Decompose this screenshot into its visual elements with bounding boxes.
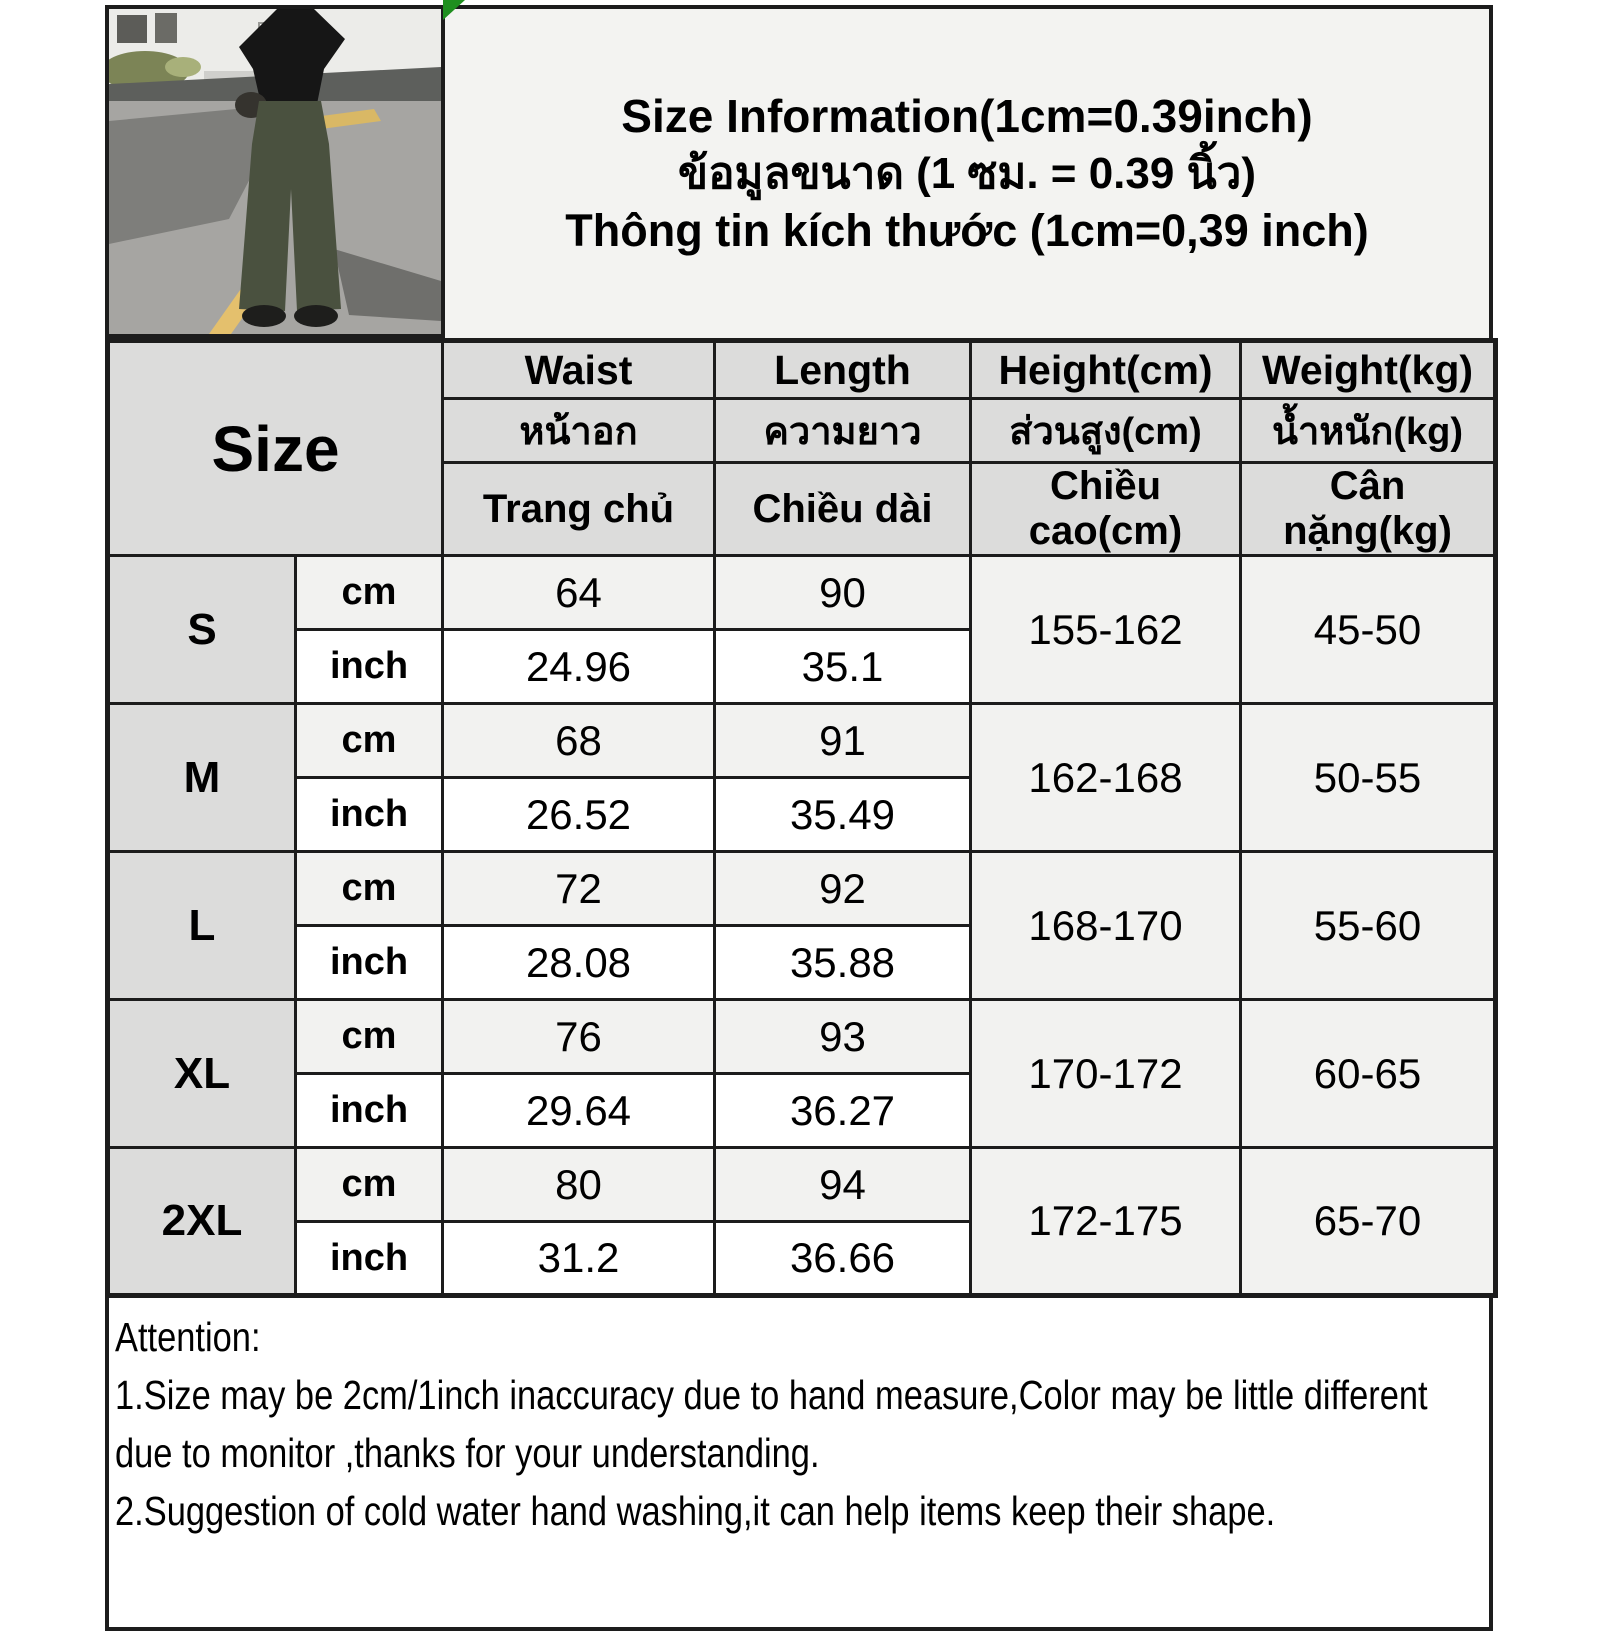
weight-range: 65-70 xyxy=(1239,1146,1497,1297)
size-chart-sheet: Size Information(1cm=0.39inch) ข้อมูลขนา… xyxy=(105,0,1498,1631)
col-header-length-vi: Chiều dài xyxy=(713,461,972,557)
length-cm-value: 94 xyxy=(713,1146,972,1223)
height-range: 170-172 xyxy=(969,998,1242,1149)
length-inch-value: 35.49 xyxy=(713,776,972,853)
col-header-length-th: ความยาว xyxy=(713,397,972,464)
table-row: inch 28.08 35.88 xyxy=(108,924,1496,1001)
table-row: M cm 68 91 162-168 50-55 xyxy=(106,702,1497,853)
col-header-weight-th: น้ำหนัก(kg) xyxy=(1239,397,1497,464)
waist-inch-value: 29.64 xyxy=(441,1072,716,1149)
weight-range: 60-65 xyxy=(1239,998,1497,1149)
col-header-height-en: Height(cm) xyxy=(969,339,1242,400)
length-inch-value: 36.27 xyxy=(713,1072,972,1149)
size-label-2xl: 2XL xyxy=(106,1146,297,1297)
col-header-length-en: Length xyxy=(713,339,972,400)
waist-cm-value: 80 xyxy=(441,1146,716,1223)
size-label-m: M xyxy=(106,702,297,853)
unit-label-cm: cm xyxy=(294,998,444,1075)
weight-range: 50-55 xyxy=(1239,702,1497,853)
attention-item-2: 2.Suggestion of cold water hand washing,… xyxy=(115,1488,1276,1534)
table-row: inch 26.52 35.49 xyxy=(108,776,1496,853)
top-band: Size Information(1cm=0.39inch) ข้อมูลขนา… xyxy=(105,0,1493,338)
unit-label-inch: inch xyxy=(294,776,444,853)
model-shoe xyxy=(242,305,286,327)
product-photo-image xyxy=(109,9,441,334)
table-row: inch 31.2 36.66 xyxy=(108,1220,1496,1297)
length-inch-value: 35.88 xyxy=(713,924,972,1001)
col-header-height-th: ส่วนสูง(cm) xyxy=(969,397,1242,464)
length-inch-value: 35.1 xyxy=(713,628,972,705)
length-cm-value: 90 xyxy=(713,554,972,631)
title-panel: Size Information(1cm=0.39inch) ข้อมูลขนา… xyxy=(445,5,1493,338)
unit-label-inch: inch xyxy=(294,1220,444,1297)
col-header-weight-vi: Cân nặng(kg) xyxy=(1239,461,1497,557)
weight-range: 45-50 xyxy=(1239,554,1497,705)
unit-label-cm: cm xyxy=(294,1146,444,1223)
model-jeans xyxy=(239,101,341,311)
size-label-l: L xyxy=(106,850,297,1001)
waist-inch-value: 28.08 xyxy=(441,924,716,1001)
unit-label-cm: cm xyxy=(294,554,444,631)
table-row: S cm 64 90 155-162 45-50 xyxy=(106,554,1497,705)
table-row: L cm 72 92 168-170 55-60 xyxy=(106,850,1497,1001)
unit-label-cm: cm xyxy=(294,850,444,927)
size-label-xl: XL xyxy=(106,998,297,1149)
model-shadow xyxy=(334,249,441,321)
road-shadow xyxy=(109,104,289,244)
model-shoe xyxy=(294,305,338,327)
table-row: XL cm 76 93 170-172 60-65 xyxy=(106,998,1497,1149)
col-header-waist-vi: Trang chủ xyxy=(441,461,716,557)
waist-inch-value: 24.96 xyxy=(441,628,716,705)
waist-cm-value: 64 xyxy=(441,554,716,631)
attention-item-1: 1.Size may be 2cm/1inch inaccuracy due t… xyxy=(115,1372,1428,1476)
weight-range: 55-60 xyxy=(1239,850,1497,1001)
unit-label-inch: inch xyxy=(294,1072,444,1149)
length-cm-value: 93 xyxy=(713,998,972,1075)
col-header-waist-en: Waist xyxy=(441,339,716,400)
height-range: 168-170 xyxy=(969,850,1242,1001)
col-header-height-vi: Chiều cao(cm) xyxy=(969,461,1242,557)
title-th: ข้อมูลขนาด (1 ซม. = 0.39 นิ้ว) xyxy=(677,149,1256,198)
bush xyxy=(165,57,201,77)
length-cm-value: 91 xyxy=(713,702,972,779)
table-row: inch 24.96 35.1 xyxy=(108,628,1496,705)
building-window xyxy=(155,13,177,43)
attention-notes: Attention: 1.Size may be 2cm/1inch inacc… xyxy=(105,1294,1493,1631)
height-range: 172-175 xyxy=(969,1146,1242,1297)
unit-label-inch: inch xyxy=(294,924,444,1001)
table-row: 2XL cm 80 94 172-175 65-70 xyxy=(106,1146,1497,1297)
size-table: Size Waist Length Height(cm) Weight(kg) … xyxy=(105,338,1498,1298)
size-label-s: S xyxy=(106,554,297,705)
waist-cm-value: 72 xyxy=(441,850,716,927)
waist-inch-value: 31.2 xyxy=(441,1220,716,1297)
col-header-waist-th: หน้าอก xyxy=(441,397,716,464)
green-corner-flag-icon xyxy=(443,0,465,20)
length-cm-value: 92 xyxy=(713,850,972,927)
height-range: 162-168 xyxy=(969,702,1242,853)
unit-label-inch: inch xyxy=(294,628,444,705)
attention-title: Attention: xyxy=(115,1314,261,1360)
col-header-weight-en: Weight(kg) xyxy=(1239,339,1497,400)
table-row: inch 29.64 36.27 xyxy=(108,1072,1496,1149)
waist-cm-value: 68 xyxy=(441,702,716,779)
size-column-header: Size xyxy=(106,339,444,557)
length-inch-value: 36.66 xyxy=(713,1220,972,1297)
height-range: 155-162 xyxy=(969,554,1242,705)
waist-inch-value: 26.52 xyxy=(441,776,716,853)
unit-label-cm: cm xyxy=(294,702,444,779)
yellow-lane-marking xyxy=(314,109,381,129)
title-vi: Thông tin kích thước (1cm=0,39 inch) xyxy=(565,205,1369,256)
waist-cm-value: 76 xyxy=(441,998,716,1075)
building-window xyxy=(117,15,147,43)
product-photo xyxy=(105,5,445,338)
title-en: Size Information(1cm=0.39inch) xyxy=(621,90,1313,142)
model-top xyxy=(239,9,345,104)
